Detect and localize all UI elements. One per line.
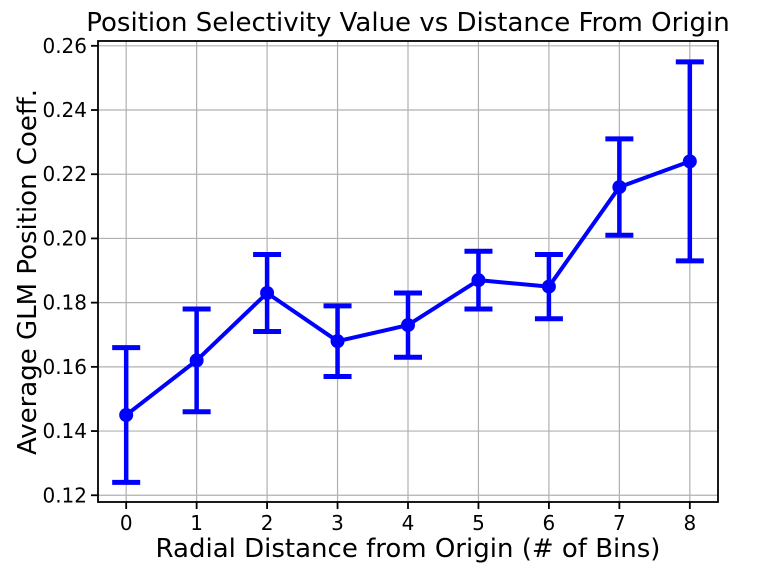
y-axis-label: Average GLM Position Coeff. [13,89,43,455]
data-point [471,273,486,288]
data-point [401,318,415,333]
x-tick-label: 7 [613,511,626,535]
y-tick-label: 0.14 [42,419,87,443]
grid-layer [98,41,718,502]
x-tick-label: 8 [683,511,696,535]
y-tick-label: 0.12 [42,483,87,507]
x-tick-label: 4 [402,511,415,535]
plot-border [97,40,719,503]
x-tick-label: 0 [120,511,133,535]
data-point [682,154,697,169]
data-point [541,279,556,294]
x-tick-label: 1 [190,511,203,535]
y-tick-label: 0.26 [42,34,87,58]
x-tick-label: 2 [261,511,274,535]
chart-title: Position Selectivity Value vs Distance F… [86,8,729,38]
y-tick-label: 0.16 [42,355,87,379]
data-point [260,286,275,301]
data-point [189,353,204,368]
x-axis-label: Radial Distance from Origin (# of Bins) [156,534,661,564]
y-tick-label: 0.24 [42,98,87,122]
y-tick-label: 0.20 [42,226,87,250]
data-point [612,180,627,195]
x-tick-label: 6 [543,511,556,535]
axis-layer: 0.12 0.14 0.16 0.18 0.20 0.22 0.24 0.26 0 1 2 3 4 5 6 7… [42,34,719,535]
data-series [112,59,704,485]
y-tick-label: 0.18 [42,291,87,315]
y-tick-label: 0.22 [42,162,87,186]
x-tick-label: 5 [472,511,485,535]
x-tick-label: 3 [331,511,344,535]
data-point [119,408,134,423]
data-point [330,334,345,349]
